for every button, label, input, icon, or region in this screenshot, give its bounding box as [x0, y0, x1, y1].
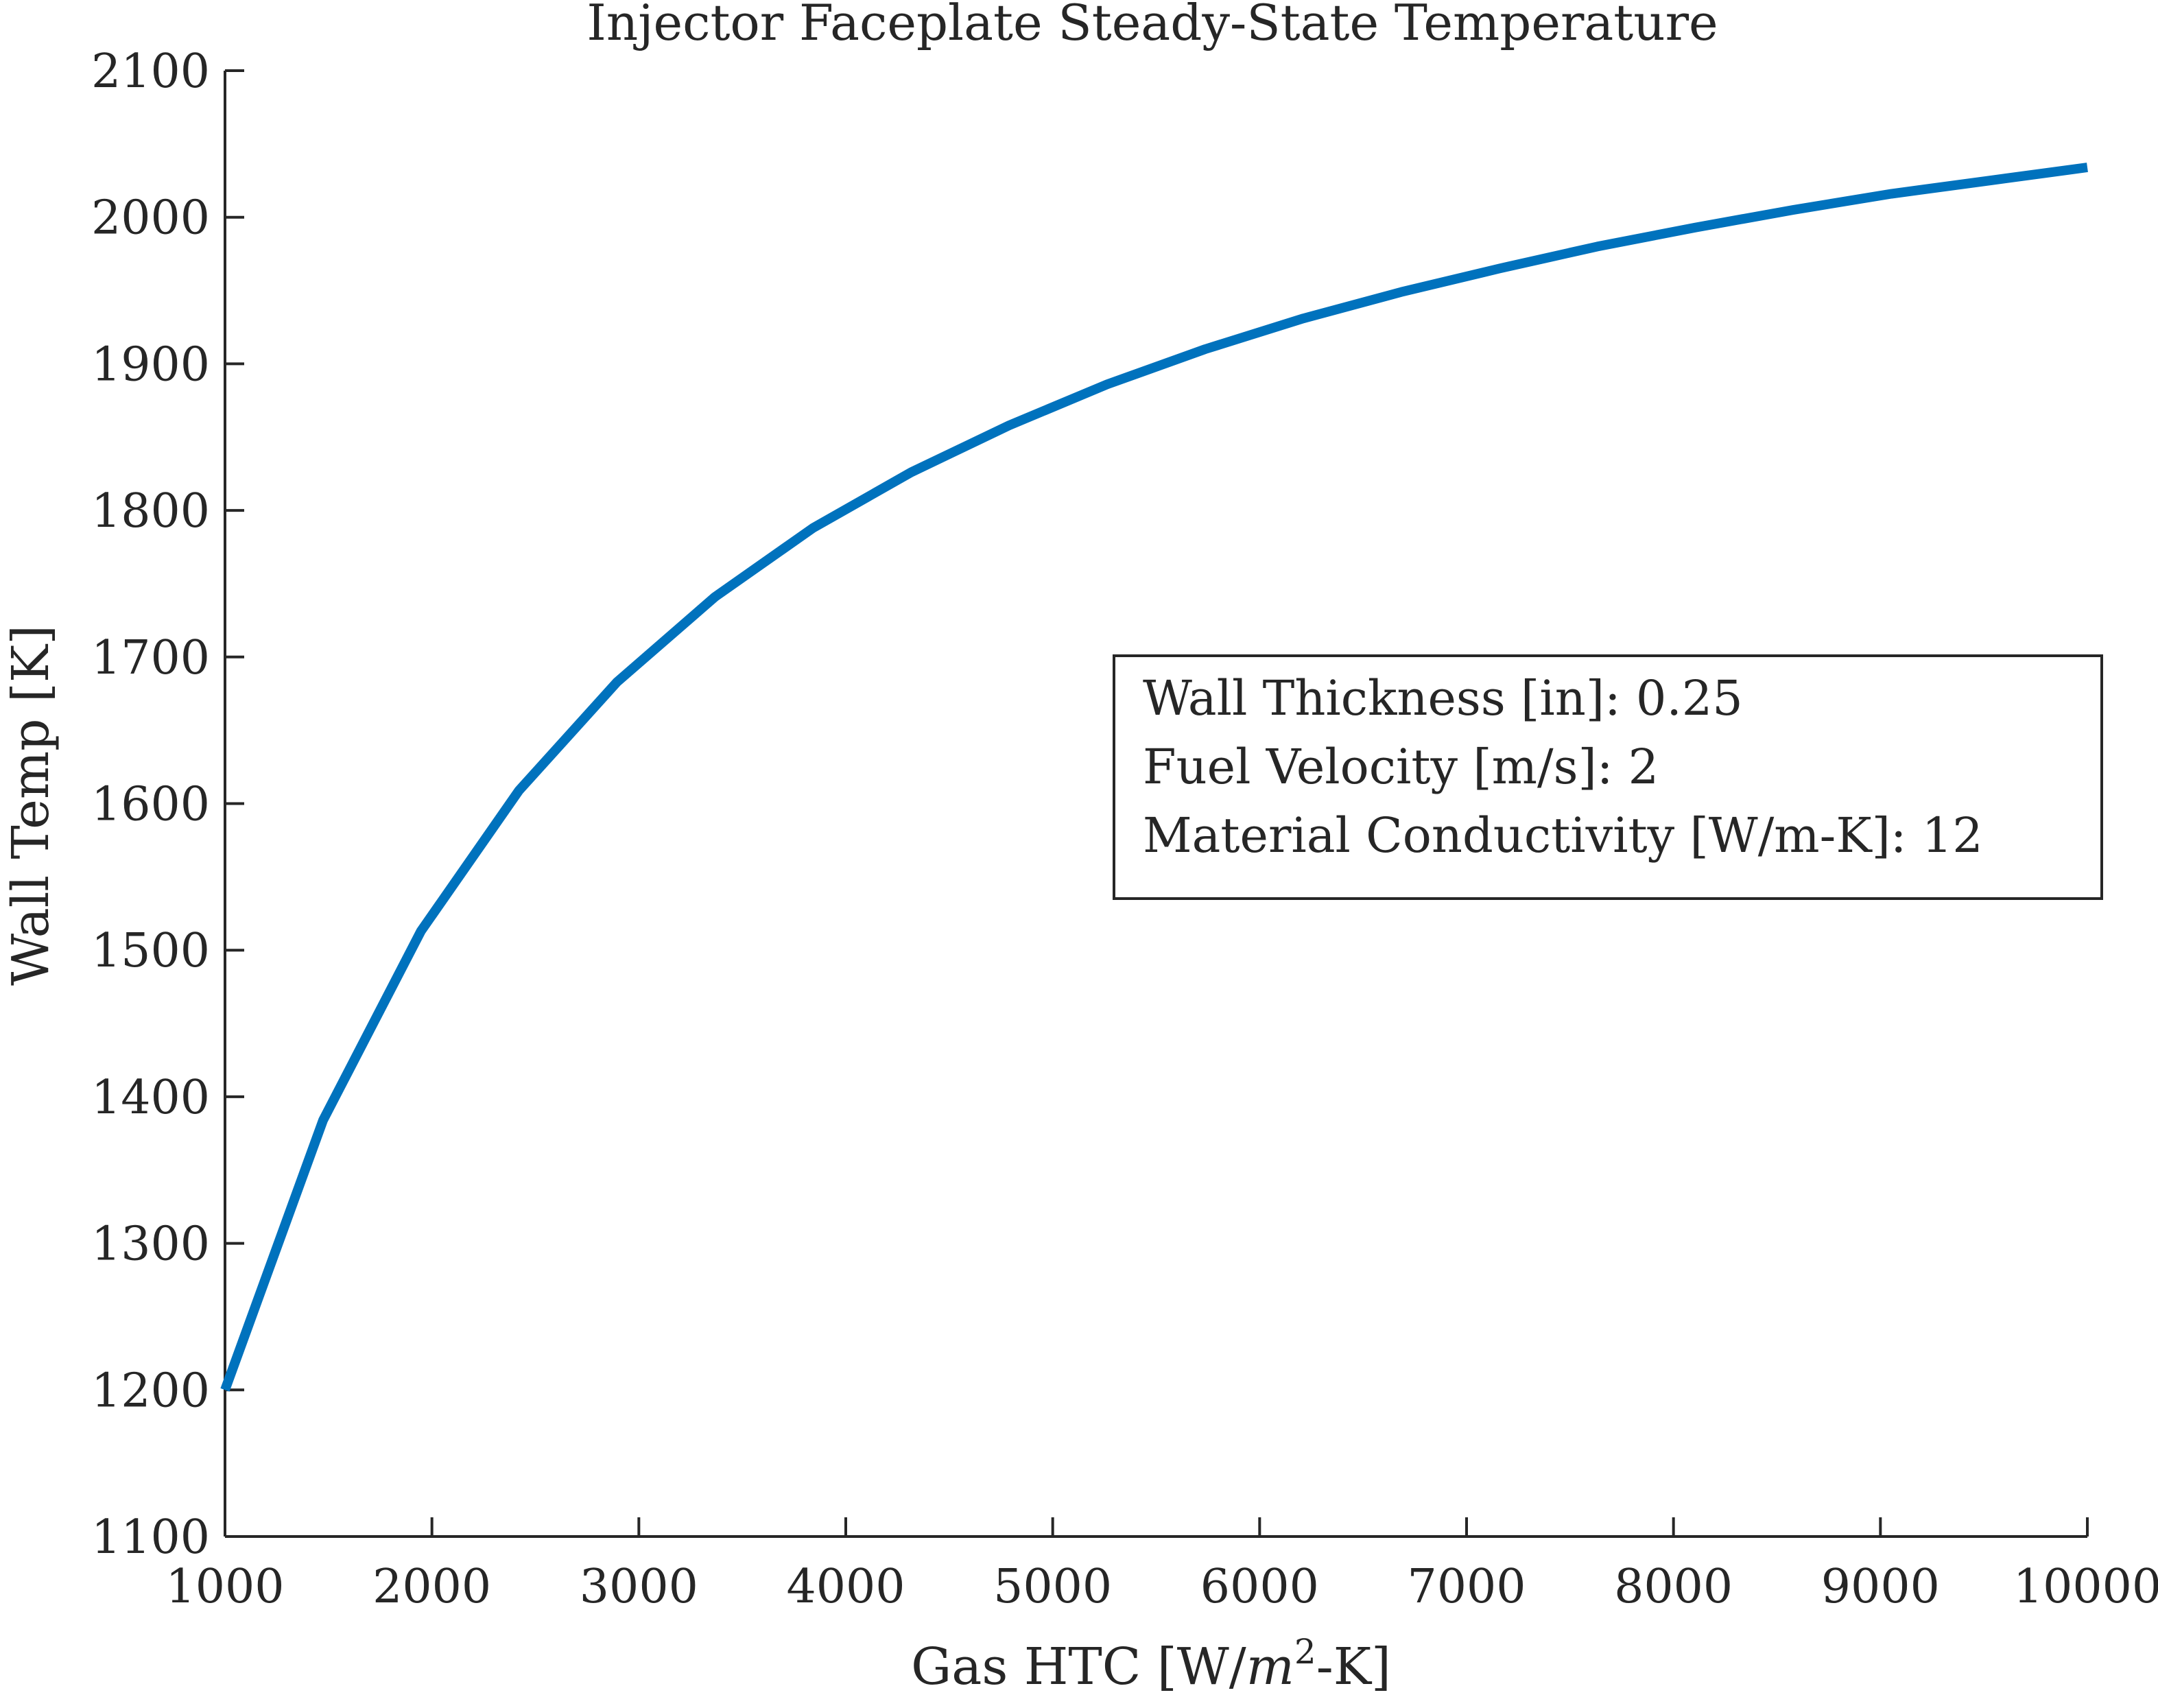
y-tick-label: 1200: [91, 1364, 210, 1418]
series-layer: [220, 163, 2088, 1392]
x-tick-label: 2000: [372, 1560, 491, 1614]
axes: 1100 1200 1300 1400 1500 1600 1700 1800 1900 2000…: [91, 45, 2158, 1614]
y-tick-label: 1600: [91, 778, 210, 832]
x-axis-label-italic: m: [1246, 1637, 1294, 1696]
x-tick-label: 7000: [1407, 1560, 1526, 1614]
x-tick-label: 9000: [1821, 1560, 1940, 1614]
x-tick-label: 4000: [786, 1560, 905, 1614]
x-axis-label: Gas HTC [W/m2-K]: [911, 1632, 1391, 1696]
y-tick-label: 1400: [91, 1071, 210, 1125]
annotation-line-fuel-velocity: Fuel Velocity [m/s]: 2: [1143, 739, 1659, 795]
series-line-0: [220, 163, 2088, 1392]
annotation-box: Wall Thickness [in]: 0.25 Fuel Velocity …: [1113, 654, 2103, 900]
annotation-line-wall-thickness: Wall Thickness [in]: 0.25: [1143, 670, 1743, 726]
x-tick-label: 1000: [165, 1560, 284, 1614]
y-tick-label: 2100: [91, 45, 210, 99]
y-tick-label: 1700: [91, 631, 210, 685]
annotation-line-material-conductivity: Material Conductivity [W/m-K]: 12: [1143, 807, 1983, 864]
y-tick-label: 2000: [91, 191, 210, 246]
annotation-border: [1113, 654, 2103, 900]
chart-title: Injector Faceplate Steady-State Temperat…: [586, 0, 1718, 51]
x-axis-label-main: Gas HTC [W/: [911, 1637, 1246, 1696]
x-axis-label-tail: -K]: [1316, 1637, 1391, 1696]
x-axis-label-superscript: 2: [1294, 1632, 1316, 1672]
y-tick-label: 1500: [91, 924, 210, 978]
x-tick-label: 8000: [1614, 1560, 1733, 1614]
y-tick-label: 1900: [91, 337, 210, 392]
y-tick-label: 1300: [91, 1218, 210, 1272]
x-tick-label: 5000: [993, 1560, 1112, 1614]
x-tick-label: 3000: [580, 1560, 698, 1614]
y-axis-label: Wall Temp [K]: [1, 625, 60, 986]
x-tick-label: 10000: [2013, 1560, 2158, 1614]
y-tick-label: 1100: [91, 1510, 210, 1565]
y-tick-label: 1800: [91, 484, 210, 538]
x-tick-label: 6000: [1200, 1560, 1319, 1614]
